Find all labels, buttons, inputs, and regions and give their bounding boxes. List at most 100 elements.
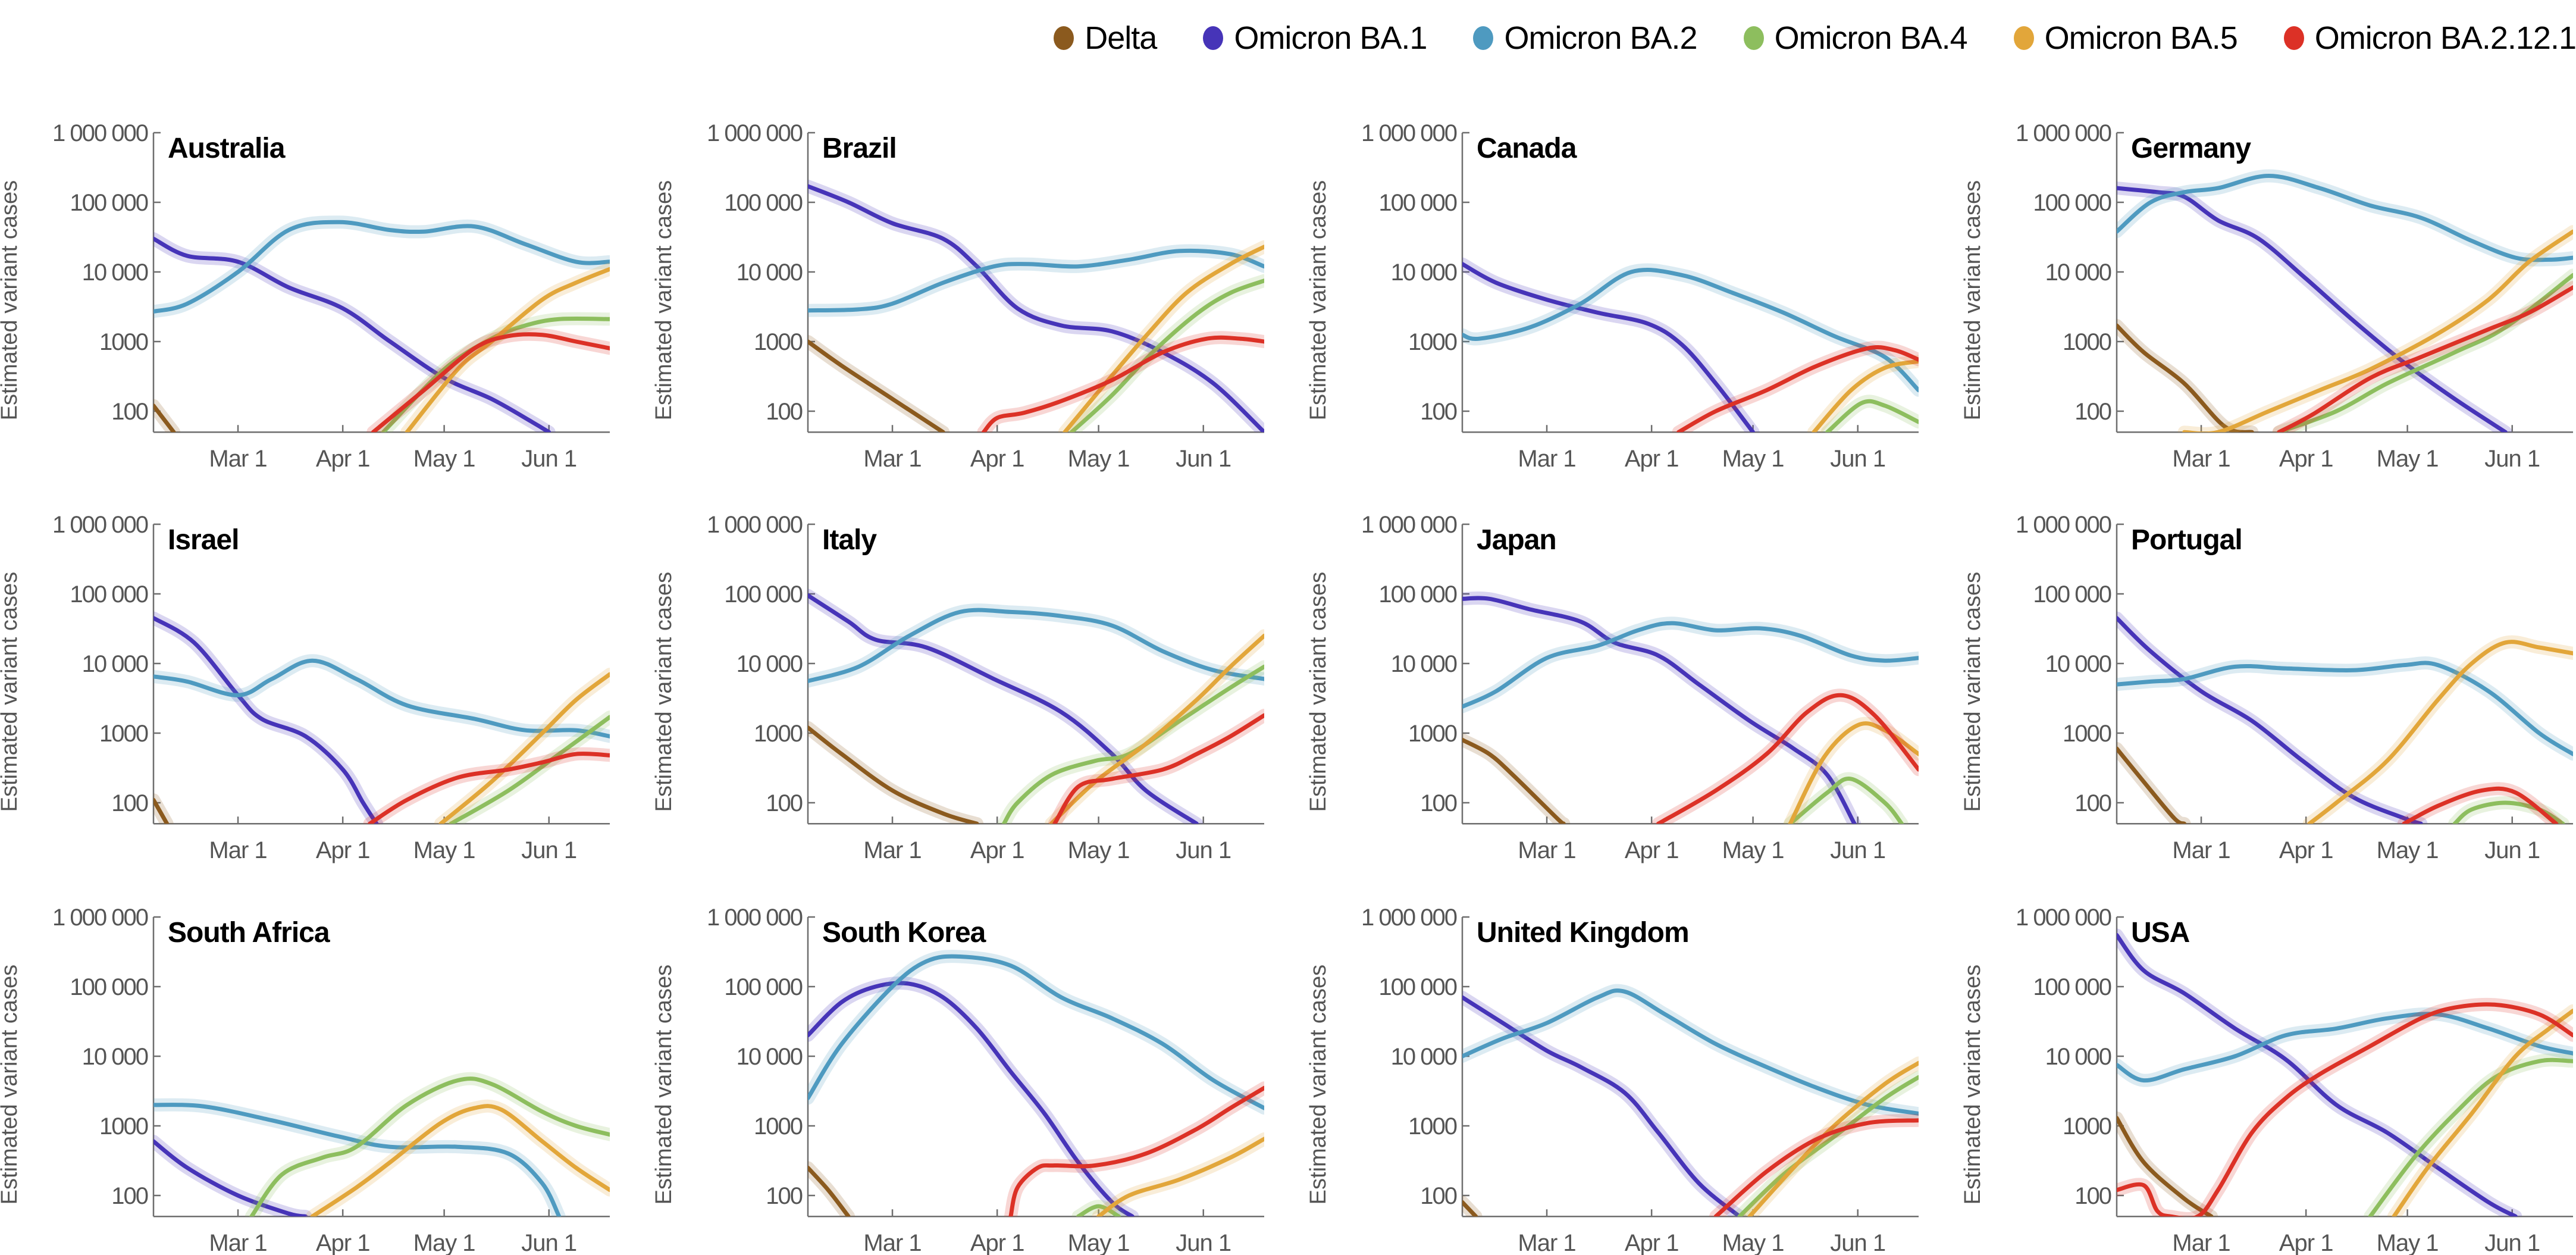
x-tick-label: Jun 1 (1830, 1230, 1885, 1255)
series-line-ba5 (2182, 229, 2573, 433)
series-line-ba2121 (1656, 693, 1919, 824)
y-tick-label: 10 000 (82, 651, 148, 677)
x-tick-label: Jun 1 (1176, 446, 1231, 472)
series-line-ba2121 (1713, 1118, 1919, 1217)
x-tick-label: Jun 1 (1830, 837, 1885, 863)
series-line-ba1 (2117, 616, 2423, 824)
series-line-ba2121 (371, 332, 610, 433)
x-tick-label: Mar 1 (1518, 1230, 1575, 1255)
series-line-ba4 (1069, 278, 1264, 433)
legend-marker-ba4 (1743, 26, 1764, 50)
legend-item-ba1[interactable]: Omicron BA.1 (1203, 20, 1427, 57)
x-tick-label: May 1 (2377, 837, 2439, 863)
x-tick-label: Mar 1 (2172, 1230, 2230, 1255)
series-line-delta (808, 1165, 851, 1217)
series-line-ba1 (808, 184, 1264, 433)
series-group (1462, 591, 1919, 824)
confidence-band-delta (2117, 1111, 2218, 1217)
x-tick-label: Apr 1 (316, 1230, 370, 1255)
confidence-band-ba1 (2117, 611, 2428, 824)
x-tick-label: May 1 (2377, 1230, 2439, 1255)
confidence-band-ba2 (153, 1098, 566, 1217)
legend-label-ba1: Omicron BA.1 (1234, 20, 1427, 56)
x-tick-label: Mar 1 (209, 1230, 267, 1255)
y-tick-label: 1 000 000 (707, 120, 803, 146)
series-group (1462, 984, 1919, 1217)
legend-item-delta[interactable]: Delta (1054, 20, 1157, 57)
panel-title: Israel (168, 524, 239, 556)
series-line-ba5 (2392, 1009, 2573, 1217)
series-line-ba2 (808, 248, 1264, 313)
series-line-ba2121 (368, 752, 610, 824)
y-tick-label: 1 000 000 (707, 512, 803, 538)
confidence-band-ba2 (1462, 984, 1919, 1121)
series-line-ba2121 (1008, 1085, 1264, 1217)
y-axis-label: Estimated variant cases (1306, 965, 1331, 1204)
panel-title: Canada (1477, 133, 1577, 164)
y-tick-label: 1 000 000 (52, 905, 148, 931)
x-tick-label: Mar 1 (1518, 446, 1575, 472)
confidence-band-ba2121 (2272, 281, 2573, 433)
legend-item-ba2121[interactable]: Omicron BA.2.12.1 (2283, 20, 2576, 57)
legend-item-ba5[interactable]: Omicron BA.5 (2013, 20, 2238, 57)
y-tick-label: 1000 (754, 721, 803, 747)
series-group (153, 611, 610, 824)
series-line-ba4 (449, 715, 610, 824)
x-tick-label: Apr 1 (1625, 837, 1679, 863)
y-tick-label: 100 000 (1378, 974, 1456, 1000)
y-tick-label: 100 (766, 790, 802, 816)
x-tick-label: Mar 1 (209, 446, 267, 472)
series-line-ba2121 (981, 335, 1264, 433)
y-tick-label: 1 000 000 (707, 905, 803, 931)
series-line-ba2121 (2277, 285, 2573, 433)
y-tick-label: 100 (2074, 1183, 2111, 1209)
panel-title: Portugal (2131, 524, 2242, 556)
legend-marker-ba1 (1203, 26, 1224, 50)
series-line-ba2 (2117, 1012, 2573, 1083)
y-axis-label: Estimated variant cases (0, 965, 22, 1204)
confidence-band-ba2 (1462, 263, 1919, 397)
y-axis-label: Estimated variant cases (0, 572, 22, 812)
x-tick-label: Jun 1 (521, 1230, 576, 1255)
panel-title: Australia (168, 133, 286, 164)
series-line-ba2 (153, 220, 610, 314)
x-tick-label: May 1 (413, 1230, 475, 1255)
confidence-band-ba2 (2117, 169, 2573, 267)
x-tick-label: Apr 1 (970, 1230, 1024, 1255)
x-tick-label: May 1 (2377, 446, 2439, 472)
x-tick-label: Apr 1 (1625, 446, 1679, 472)
series-line-ba4 (1788, 777, 1904, 824)
series-group (808, 950, 1264, 1217)
legend-label-ba2: Omicron BA.2 (1504, 20, 1697, 56)
series-line-delta (808, 725, 979, 824)
y-tick-label: 1000 (2063, 721, 2111, 747)
x-tick-label: Jun 1 (1830, 446, 1885, 472)
x-tick-label: May 1 (1722, 446, 1784, 472)
series-line-ba2121 (2402, 786, 2559, 824)
series-line-ba2 (808, 608, 1264, 683)
confidence-band-delta (808, 721, 984, 824)
x-tick-label: Apr 1 (2279, 1230, 2333, 1255)
panel-portugal: 100 1000 10 000 100 000 1 000 000 Mar 1 Apr 1 M… (1960, 512, 2573, 863)
panel-israel: 100 1000 10 000 100 000 1 000 000 Mar 1 Apr 1 M… (0, 512, 610, 863)
legend-item-ba2[interactable]: Omicron BA.2 (1473, 20, 1698, 57)
panel-south-africa: 100 1000 10 000 100 000 1 000 000 Mar 1 Apr 1 M… (0, 905, 610, 1255)
series-group (153, 1072, 610, 1217)
legend-item-ba4[interactable]: Omicron BA.4 (1743, 20, 1968, 57)
x-tick-label: Apr 1 (970, 446, 1024, 472)
x-tick-label: Apr 1 (316, 446, 370, 472)
series-line-ba5 (1049, 633, 1264, 824)
series-line-ba2121 (1052, 713, 1264, 824)
y-tick-label: 10 000 (82, 259, 148, 286)
legend-label-delta: Delta (1085, 20, 1157, 56)
series-line-ba4 (2368, 1057, 2573, 1217)
series-line-ba4 (1825, 399, 1919, 433)
series-line-ba1 (2117, 932, 2518, 1217)
y-tick-label: 10 000 (737, 1044, 803, 1070)
y-tick-label: 10 000 (1391, 1044, 1457, 1070)
series-line-ba2 (153, 1103, 562, 1217)
y-axis-label: Estimated variant cases (651, 572, 676, 812)
y-tick-label: 100 000 (70, 974, 148, 1000)
series-line-ba2 (2117, 661, 2573, 756)
